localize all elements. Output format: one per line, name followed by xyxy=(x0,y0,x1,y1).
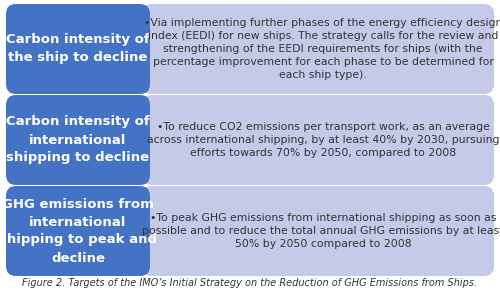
FancyBboxPatch shape xyxy=(142,4,494,94)
Text: •To peak GHG emissions from international shipping as soon as
possible and to re: •To peak GHG emissions from internationa… xyxy=(142,213,500,249)
FancyBboxPatch shape xyxy=(142,186,494,276)
FancyBboxPatch shape xyxy=(6,4,150,94)
FancyBboxPatch shape xyxy=(6,95,150,185)
FancyBboxPatch shape xyxy=(6,186,150,276)
Text: Figure 2. Targets of the IMO’s Initial Strategy on the Reduction of GHG Emission: Figure 2. Targets of the IMO’s Initial S… xyxy=(22,278,477,288)
Text: Carbon intensity of
international
shipping to decline: Carbon intensity of international shippi… xyxy=(6,116,150,164)
Text: •To reduce CO2 emissions per transport work, as an average
across international : •To reduce CO2 emissions per transport w… xyxy=(147,122,499,158)
Text: •Via implementing further phases of the energy efficiency design
index (EEDI) fo: •Via implementing further phases of the … xyxy=(144,18,500,80)
FancyBboxPatch shape xyxy=(142,95,494,185)
Text: Carbon intensity of
the ship to decline: Carbon intensity of the ship to decline xyxy=(6,34,150,65)
Text: GHG emissions from
international
shipping to peak and
decline: GHG emissions from international shippin… xyxy=(0,197,157,265)
